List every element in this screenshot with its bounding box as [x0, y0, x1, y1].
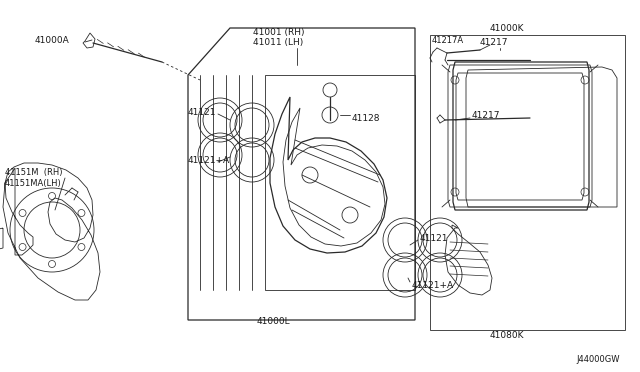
Text: 41011 (LH): 41011 (LH)	[253, 38, 303, 46]
Text: 41000L: 41000L	[257, 317, 291, 327]
Text: 41151M  (RH): 41151M (RH)	[5, 167, 63, 176]
Text: 41001 (RH): 41001 (RH)	[253, 28, 305, 36]
Text: 41121: 41121	[420, 234, 449, 243]
Text: 41121: 41121	[188, 108, 216, 116]
Text: 41151MA(LH): 41151MA(LH)	[5, 179, 61, 187]
Text: 41217A: 41217A	[432, 35, 464, 45]
Text: 41217: 41217	[472, 110, 500, 119]
Text: 41000A: 41000A	[35, 35, 70, 45]
Text: 41217: 41217	[480, 38, 509, 46]
Text: 41080K: 41080K	[490, 330, 525, 340]
Text: 41121+A: 41121+A	[412, 280, 454, 289]
Text: 41128: 41128	[352, 113, 381, 122]
Text: 41121+A: 41121+A	[188, 155, 230, 164]
Text: J44000GW: J44000GW	[577, 356, 620, 365]
Text: 41000K: 41000K	[490, 23, 525, 32]
Bar	[430, 35, 625, 330]
